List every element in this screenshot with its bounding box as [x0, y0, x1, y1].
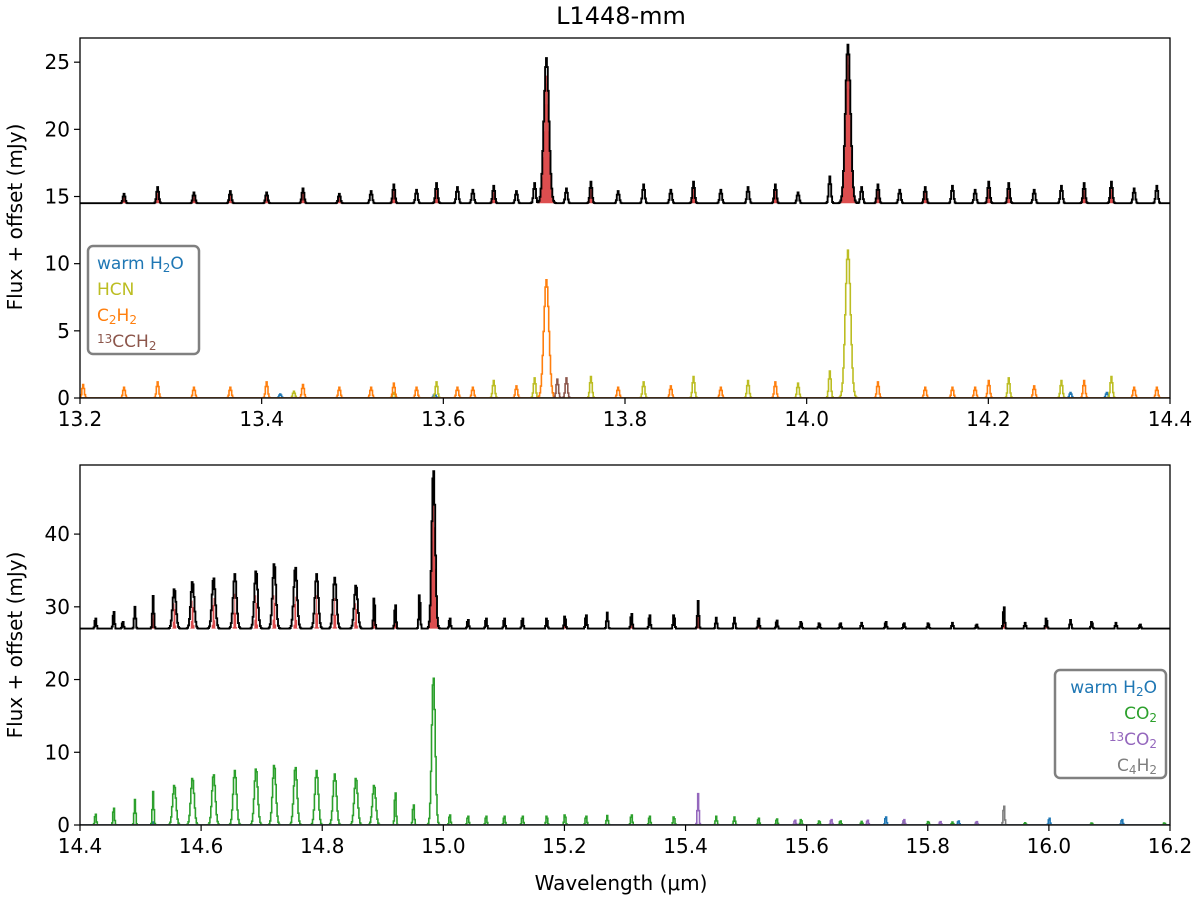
bottom-model-fill [80, 499, 1170, 629]
bottom-panel: 14.4 14.6 14.8 15.0 15.2 15.4 15.6 15.8 16.0 16.2… [3, 464, 1193, 895]
bottom-x-tick-label: 14.4 [58, 834, 103, 858]
bottom-observed-spectrum-line [80, 470, 1170, 630]
top-x-tick-label: 14.2 [966, 407, 1011, 431]
bottom-lines-layer [80, 470, 1170, 825]
figure-title: L1448-mm [556, 2, 686, 30]
bottom-model-5-line [80, 805, 1170, 825]
top-observed-spectrum-line [80, 43, 1170, 205]
bottom-y-tick-label: 0 [57, 813, 70, 837]
top-y-tick-label: 5 [57, 319, 70, 343]
bottom-y-tick-label: 10 [45, 740, 70, 764]
top-legend-entry: HCN [97, 280, 134, 300]
top-x-tick-label: 14.0 [784, 407, 829, 431]
top-y-axis-label: Flux + offset (mJy) [3, 124, 27, 311]
top-y-tick-label: 25 [45, 50, 70, 74]
top-y-tick-label: 15 [45, 185, 70, 209]
bottom-axes-layer: 14.4 14.6 14.8 15.0 15.2 15.4 15.6 15.8 16.0 16.2… [45, 464, 1193, 858]
top-legend-entry: C2H2 [97, 306, 137, 327]
top-legend-entry: warm H2O [97, 254, 184, 275]
bottom-x-tick-label: 14.8 [300, 834, 345, 858]
bottom-x-tick-label: 15.6 [784, 834, 829, 858]
top-model-layer [80, 55, 1170, 204]
bottom-x-tick-label: 15.4 [663, 834, 708, 858]
top-y-tick-label: 0 [57, 386, 70, 410]
bottom-model-3-line [80, 677, 1170, 825]
top-x-tick-label: 13.4 [239, 407, 284, 431]
bottom-y-tick-label: 40 [45, 522, 70, 546]
top-model-4-line [80, 279, 1170, 398]
bottom-legend-entry: warm H2O [1070, 678, 1157, 699]
bottom-x-tick-label: 14.6 [179, 834, 224, 858]
bottom-model-2-line [80, 816, 1170, 825]
top-x-tick-label: 13.6 [421, 407, 466, 431]
bottom-model-4-line [80, 792, 1170, 825]
top-lines-layer [80, 43, 1170, 398]
top-plot-frame [79, 37, 1171, 399]
bottom-legend: warm H2O CO2 13CO2 C4H2 [1053, 668, 1168, 780]
top-legend-frame [86, 244, 201, 356]
bottom-x-tick-label: 16.0 [1027, 834, 1072, 858]
top-model-3-line [80, 249, 1170, 398]
bottom-y-tick-label: 30 [45, 595, 70, 619]
bottom-legend-entry: C4H2 [1117, 756, 1157, 777]
top-x-tick-label: 13.8 [603, 407, 648, 431]
bottom-y-axis-label: Flux + offset (mJy) [3, 552, 27, 739]
bottom-x-axis-label: Wavelength (μm) [535, 871, 708, 895]
top-panel: 13.2 13.4 13.6 13.8 14.0 14.2 14.4 0 5 10 15 20 25 F… [3, 37, 1193, 431]
top-y-tick-label: 20 [45, 117, 70, 141]
top-x-tick-label: 14.4 [1148, 407, 1193, 431]
top-legend-entry: 13CCH2 [97, 332, 156, 353]
bottom-x-tick-label: 15.8 [906, 834, 951, 858]
top-y-tick-label: 10 [45, 252, 70, 276]
top-axes-layer: 13.2 13.4 13.6 13.8 14.0 14.2 14.4 0 5 10 15 20 25 [45, 37, 1193, 431]
bottom-x-tick-label: 16.2 [1148, 834, 1193, 858]
bottom-y-tick-label: 20 [45, 668, 70, 692]
top-x-tick-label: 13.2 [58, 407, 103, 431]
bottom-legend-entry: 13CO2 [1109, 730, 1157, 751]
bottom-model-layer [80, 499, 1170, 629]
bottom-legend-entry: CO2 [1124, 704, 1157, 725]
bottom-plot-frame [79, 464, 1171, 826]
bottom-x-tick-label: 15.2 [542, 834, 587, 858]
top-legend: warm H2O HCN C2H2 13CCH2 [86, 244, 201, 356]
top-model-fill [80, 55, 1170, 204]
bottom-legend-frame [1053, 668, 1168, 780]
bottom-x-tick-label: 15.0 [421, 834, 466, 858]
